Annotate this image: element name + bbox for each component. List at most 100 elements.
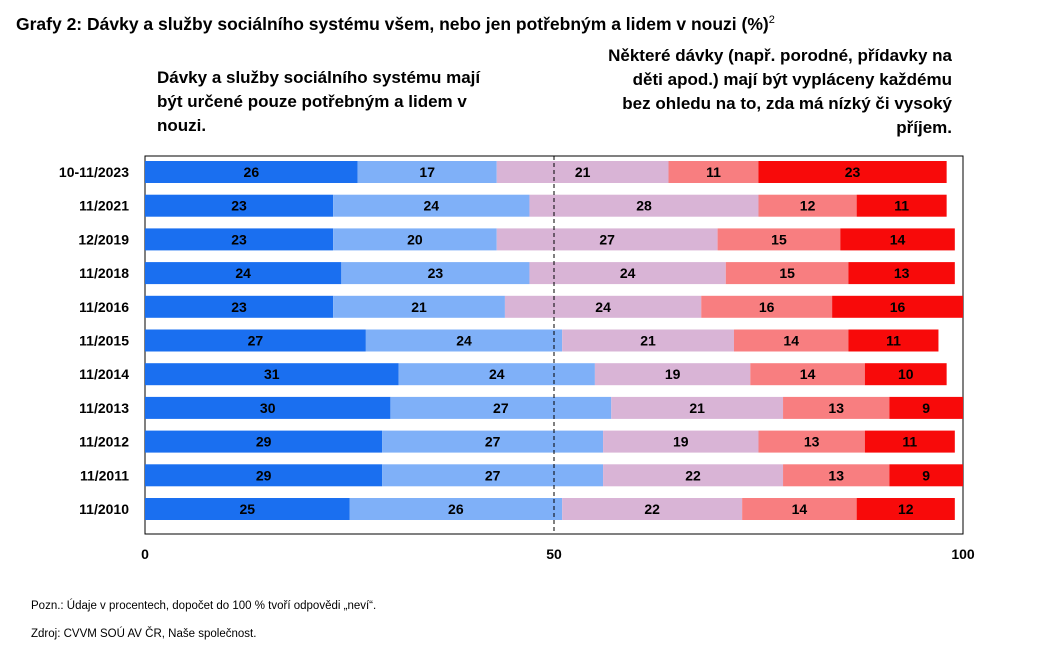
bar-segment	[864, 430, 955, 453]
bar-segment	[145, 194, 334, 217]
category-label: 11/2018	[79, 265, 129, 281]
bar-segment	[496, 228, 718, 251]
title-footnote-mark: 2	[768, 14, 775, 27]
category-label: 11/2012	[79, 434, 129, 450]
footnote: Pozn.: Údaje v procentech, dopočet do 10…	[31, 600, 377, 612]
x-tick-label: 100	[951, 546, 975, 562]
data-label: 13	[804, 434, 820, 450]
bar-segment	[832, 295, 963, 318]
data-label: 13	[828, 400, 844, 416]
data-label: 29	[256, 434, 272, 450]
data-label: 24	[489, 366, 505, 382]
data-label: 21	[575, 164, 591, 180]
data-label: 26	[244, 164, 260, 180]
bar-segment	[603, 464, 784, 487]
data-label: 11	[706, 164, 721, 180]
bar-segment	[848, 329, 939, 352]
bar-segment	[562, 329, 734, 352]
data-label: 21	[640, 333, 656, 349]
bar-segment	[145, 228, 334, 251]
bar-segment	[145, 430, 383, 453]
data-label: 12	[898, 501, 914, 517]
data-label: 13	[894, 265, 910, 281]
x-tick-label: 50	[546, 546, 562, 562]
chart-title-text: Grafy 2: Dávky a služby sociálního systé…	[16, 14, 769, 34]
bar-segment	[496, 161, 669, 183]
data-label: 14	[800, 366, 816, 382]
bar-segment	[365, 329, 563, 352]
bar-segment	[529, 262, 726, 285]
bar-segment	[382, 430, 604, 453]
bar-segment	[856, 498, 955, 520]
data-label: 23	[231, 231, 247, 247]
data-label: 17	[419, 164, 435, 180]
bar-segment	[783, 396, 890, 419]
data-label: 27	[485, 467, 501, 483]
data-label: 22	[644, 501, 660, 517]
bar-segment	[742, 498, 857, 520]
bar-segment	[382, 464, 604, 487]
bar-segment	[758, 161, 947, 183]
data-label: 16	[759, 299, 775, 315]
category-label: 11/2010	[79, 501, 129, 517]
data-label: 23	[845, 164, 861, 180]
bar-segment	[783, 464, 890, 487]
category-label: 12/2019	[78, 231, 129, 247]
bar-segment	[145, 498, 350, 520]
data-label: 14	[890, 231, 906, 247]
bar-segment	[562, 498, 743, 520]
bar-segment	[603, 430, 759, 453]
bar-segment	[398, 363, 595, 386]
data-label: 23	[231, 299, 247, 315]
bar-segment	[733, 329, 849, 352]
data-label: 30	[260, 400, 276, 416]
bar-segment	[750, 363, 865, 386]
bar-segment	[856, 194, 947, 217]
data-label: 11	[886, 333, 901, 349]
data-label: 29	[256, 467, 272, 483]
data-label: 27	[248, 333, 264, 349]
bar-segment	[333, 295, 505, 318]
category-label: 10-11/2023	[59, 164, 129, 180]
category-label: 11/2015	[79, 333, 129, 349]
bar-segment	[717, 228, 841, 251]
data-label: 11	[894, 198, 909, 214]
bar-segment	[864, 363, 947, 386]
data-label: 21	[689, 400, 705, 416]
data-label: 24	[620, 265, 636, 281]
bar-segment	[333, 228, 497, 251]
data-label: 9	[922, 467, 930, 483]
right-statement-label: Některé dávky (např. porodné, přídavky n…	[608, 46, 952, 137]
data-label: 23	[231, 198, 247, 214]
data-label: 13	[828, 467, 844, 483]
data-label: 14	[783, 333, 799, 349]
data-label: 22	[685, 467, 701, 483]
category-label: 11/2014	[79, 366, 129, 382]
source-note: Zdroj: CVVM SOÚ AV ČR, Naše společnost.	[31, 628, 257, 640]
data-label: 19	[665, 366, 681, 382]
chart-title: Grafy 2: Dávky a služby sociálního systé…	[16, 14, 775, 35]
data-label: 14	[792, 501, 808, 517]
bar-segment	[840, 228, 955, 251]
data-label: 24	[235, 265, 251, 281]
data-label: 24	[456, 333, 472, 349]
category-label: 11/2011	[80, 467, 129, 483]
data-label: 15	[779, 265, 795, 281]
bar-segment	[145, 295, 334, 318]
x-tick-label: 0	[141, 546, 149, 562]
right-statement-container: Některé dávky (např. porodné, přídavky n…	[600, 44, 952, 138]
data-label: 24	[424, 198, 440, 214]
data-label: 11	[902, 434, 917, 450]
data-label: 10	[898, 366, 914, 382]
bar-segment	[529, 194, 759, 217]
bar-segment	[145, 262, 342, 285]
bar-segment	[145, 329, 366, 352]
bar-segment	[594, 363, 751, 386]
bar-segment	[701, 295, 833, 318]
bar-segment	[725, 262, 849, 285]
bar-segment	[145, 363, 399, 386]
category-label: 11/2013	[79, 400, 129, 416]
bar-segment	[848, 262, 955, 285]
data-label: 16	[890, 299, 906, 315]
bar-segment	[889, 464, 963, 487]
